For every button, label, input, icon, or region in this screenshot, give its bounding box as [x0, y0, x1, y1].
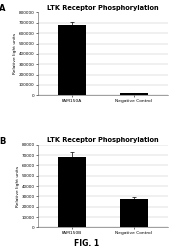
Title: LTK Receptor Phosphorylation: LTK Receptor Phosphorylation: [47, 5, 159, 11]
Bar: [58, 25, 86, 95]
Text: FIG. 1: FIG. 1: [74, 238, 99, 248]
Y-axis label: Relative light units: Relative light units: [13, 33, 17, 74]
Text: A: A: [0, 4, 6, 13]
Bar: [58, 157, 86, 228]
Text: B: B: [0, 136, 6, 145]
Title: LTK Receptor Phosphorylation: LTK Receptor Phosphorylation: [47, 137, 159, 143]
Y-axis label: Relative light units: Relative light units: [16, 166, 20, 207]
Bar: [120, 93, 148, 95]
Bar: [120, 198, 148, 228]
